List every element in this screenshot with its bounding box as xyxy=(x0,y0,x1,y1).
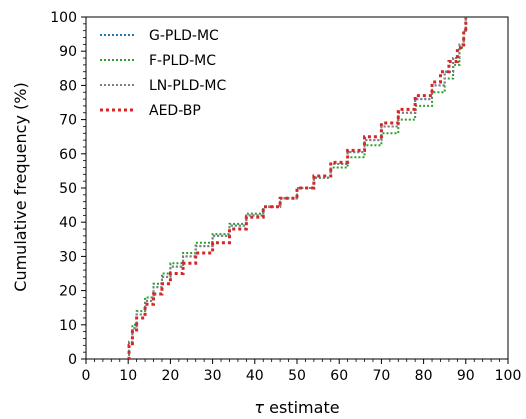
y-tick-label: 10 xyxy=(59,318,77,334)
x-tick-label: 100 xyxy=(495,368,522,384)
y-tick-label: 70 xyxy=(59,113,77,129)
x-tick-label: 90 xyxy=(457,368,475,384)
y-tick-label: 90 xyxy=(59,44,77,60)
legend-label: F-PLD-MC xyxy=(149,53,216,69)
y-tick-label: 50 xyxy=(59,181,77,197)
x-tick-label: 10 xyxy=(119,368,137,384)
legend-label: LN-PLD-MC xyxy=(149,78,226,94)
x-axis-label-text: estimate xyxy=(264,398,340,417)
y-tick-label: 40 xyxy=(59,215,77,231)
x-tick-label: 50 xyxy=(288,368,306,384)
y-tick-label: 100 xyxy=(50,10,77,26)
x-axis: 0 10 20 30 40 50 60 70 80 90 100 xyxy=(82,359,522,384)
y-tick-label: 20 xyxy=(59,284,77,300)
x-tick-label: 70 xyxy=(372,368,390,384)
x-tick-label: 30 xyxy=(204,368,222,384)
x-tick-label: 0 xyxy=(82,368,91,384)
x-axis-label-symbol: τ xyxy=(254,398,264,417)
series-line-aed-bp xyxy=(127,17,468,359)
x-axis-label: τ estimate xyxy=(254,398,339,417)
y-axis-label: Cumulative frequency (%) xyxy=(11,82,30,291)
y-tick-label: 0 xyxy=(68,352,77,368)
y-tick-label: 60 xyxy=(59,147,77,163)
x-tick-label: 40 xyxy=(246,368,264,384)
x-tick-label: 60 xyxy=(330,368,348,384)
series-layer xyxy=(127,17,468,359)
legend: G-PLD-MC F-PLD-MC LN-PLD-MC AED-BP xyxy=(100,28,226,119)
legend-label: G-PLD-MC xyxy=(149,28,219,44)
x-tick-label: 80 xyxy=(415,368,433,384)
x-tick-label: 20 xyxy=(161,368,179,384)
legend-label: AED-BP xyxy=(149,103,201,119)
y-tick-label: 80 xyxy=(59,78,77,94)
y-axis: 0 10 20 30 40 50 60 70 80 90 100 xyxy=(50,10,86,368)
y-tick-label: 30 xyxy=(59,249,77,265)
